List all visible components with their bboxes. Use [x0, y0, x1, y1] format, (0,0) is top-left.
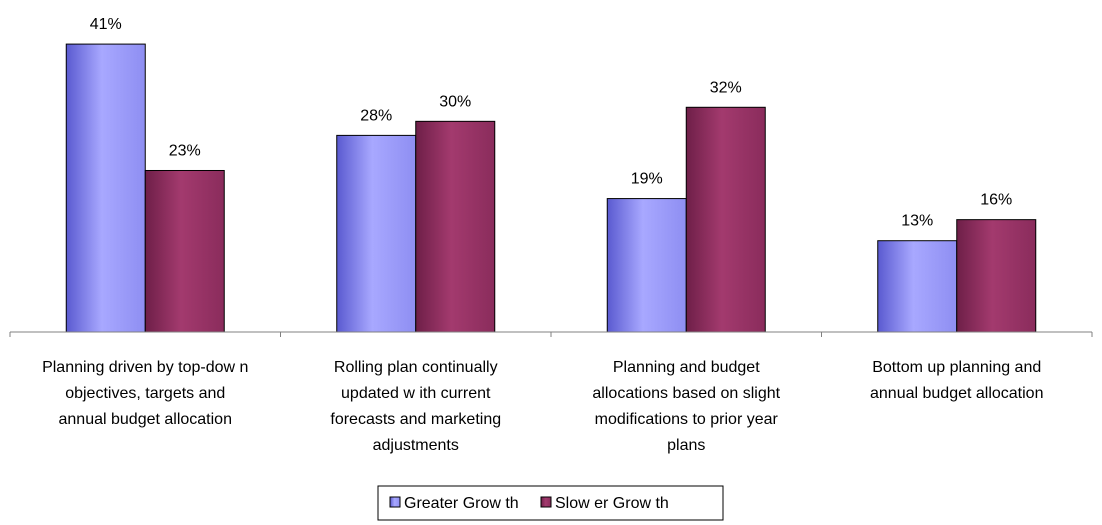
legend-label-series-1: Slow er Grow th: [555, 495, 669, 512]
legend-swatch-series-1: [540, 496, 552, 508]
legend: Greater Grow th Slow er Grow th: [377, 485, 724, 521]
category-label-0: Planning driven by top-dow n objectives, …: [42, 359, 248, 428]
legend-swatch-series-0: [389, 496, 401, 508]
data-label-series-1-cat-2: 32%: [710, 79, 742, 96]
data-label-series-1-cat-3: 16%: [980, 192, 1012, 209]
bars-group: [65, 43, 1037, 333]
legend-box: [377, 485, 724, 521]
legend-label-series-0: Greater Grow th: [404, 495, 519, 512]
data-label-series-0-cat-3: 13%: [901, 213, 933, 230]
bar-series-0-cat-0: [65, 43, 146, 333]
data-label-series-0-cat-0: 41%: [90, 16, 122, 33]
category-labels-group: Planning driven by top-dow n objectives, …: [42, 359, 1043, 454]
bar-series-0-cat-3: [877, 240, 958, 333]
bar-series-1-cat-0: [144, 169, 225, 333]
category-label-1: Rolling plan continually updated w ith cu…: [330, 359, 501, 454]
data-label-series-0-cat-2: 19%: [631, 171, 663, 188]
category-label-3: Bottom up planning and annual budget allo…: [870, 359, 1043, 402]
data-label-series-1-cat-0: 23%: [169, 142, 201, 159]
data-label-series-0-cat-1: 28%: [360, 107, 392, 124]
bar-series-0-cat-2: [606, 198, 687, 333]
data-label-series-1-cat-1: 30%: [439, 93, 471, 110]
bar-series-0-cat-1: [336, 134, 417, 333]
bar-series-1-cat-2: [685, 106, 766, 333]
bar-series-1-cat-1: [415, 120, 496, 333]
x-axis: [9, 331, 1093, 337]
bar-series-1-cat-3: [956, 219, 1037, 333]
data-labels-group: 41% 23% 28% 30% 19% 32% 13% 16%: [90, 16, 1013, 230]
category-label-2: Planning and budget allocations based on …: [592, 359, 780, 454]
